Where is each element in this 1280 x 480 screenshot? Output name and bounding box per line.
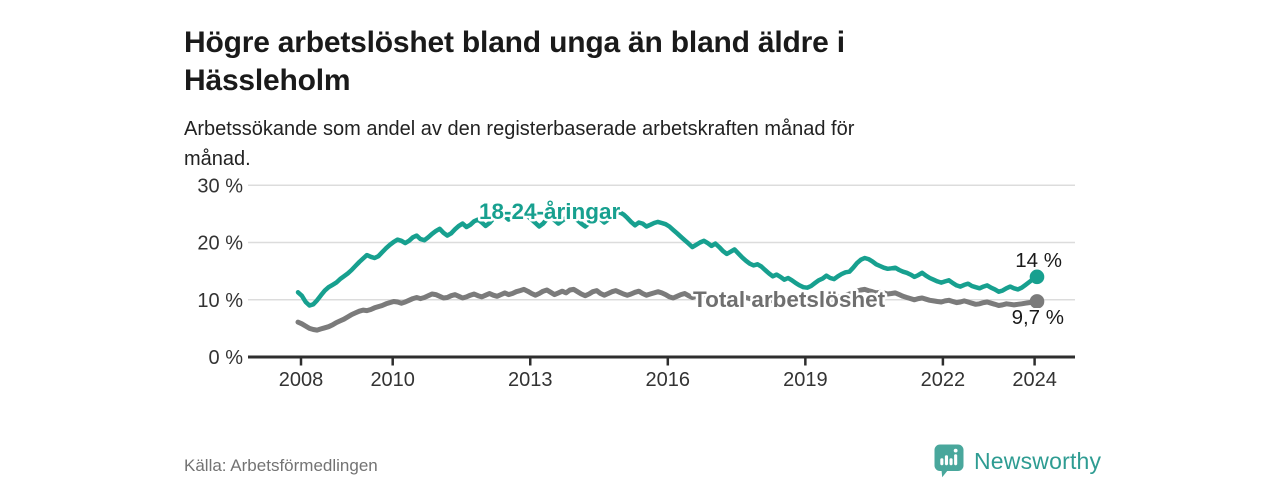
source-note: Källa: Arbetsförmedlingen xyxy=(184,456,378,475)
x-tick-label-2008: 2008 xyxy=(279,369,324,391)
x-tick-label-2013: 2013 xyxy=(508,369,553,391)
end-label-0: 14 % xyxy=(1015,249,1062,272)
x-tick-label-2024: 2024 xyxy=(1012,369,1057,391)
y-tick-label-30: 30 % xyxy=(197,175,243,197)
series-label-1: Total arbetslöshet xyxy=(693,287,886,312)
x-tick-label-2019: 2019 xyxy=(783,369,828,391)
y-tick-label-10: 10 % xyxy=(197,290,243,312)
newsworthy-wordmark: Newsworthy xyxy=(974,447,1102,474)
chart-subtitle: Arbetssökande som andel av den registerb… xyxy=(184,118,855,170)
x-tick-label-2010: 2010 xyxy=(370,369,415,391)
end-dot-1 xyxy=(1029,294,1045,309)
series-label-0: 18-24-åringar xyxy=(479,199,621,224)
newsworthy-brand[interactable]: Newsworthy xyxy=(933,444,1101,478)
x-tick-label-2016: 2016 xyxy=(646,369,691,391)
line-series-1 xyxy=(295,286,1040,333)
line-series-0 xyxy=(295,209,1040,308)
newsworthy-logo-icon xyxy=(933,444,965,478)
y-tick-label-20: 20 % xyxy=(197,233,243,255)
y-tick-label-0: 0 % xyxy=(209,347,244,369)
end-label-1: 9,7 % xyxy=(1012,306,1064,329)
x-tick-label-2022: 2022 xyxy=(921,369,966,391)
end-dot-0 xyxy=(1029,269,1045,285)
page-title: Högre arbetslöshet bland unga än bland ä… xyxy=(184,26,845,98)
